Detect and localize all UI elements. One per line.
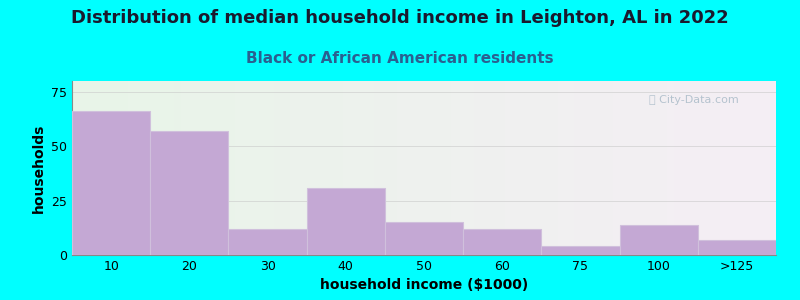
Bar xyxy=(385,222,463,255)
Bar xyxy=(72,111,150,255)
X-axis label: household income ($1000): household income ($1000) xyxy=(320,278,528,292)
Bar xyxy=(463,229,542,255)
Bar xyxy=(306,188,385,255)
Text: Black or African American residents: Black or African American residents xyxy=(246,51,554,66)
Text: ⓘ City-Data.com: ⓘ City-Data.com xyxy=(650,95,739,105)
Bar xyxy=(619,224,698,255)
Y-axis label: households: households xyxy=(31,123,46,213)
Bar xyxy=(150,131,229,255)
Bar xyxy=(698,240,776,255)
Bar xyxy=(229,229,306,255)
Bar xyxy=(542,246,619,255)
Text: Distribution of median household income in Leighton, AL in 2022: Distribution of median household income … xyxy=(71,9,729,27)
